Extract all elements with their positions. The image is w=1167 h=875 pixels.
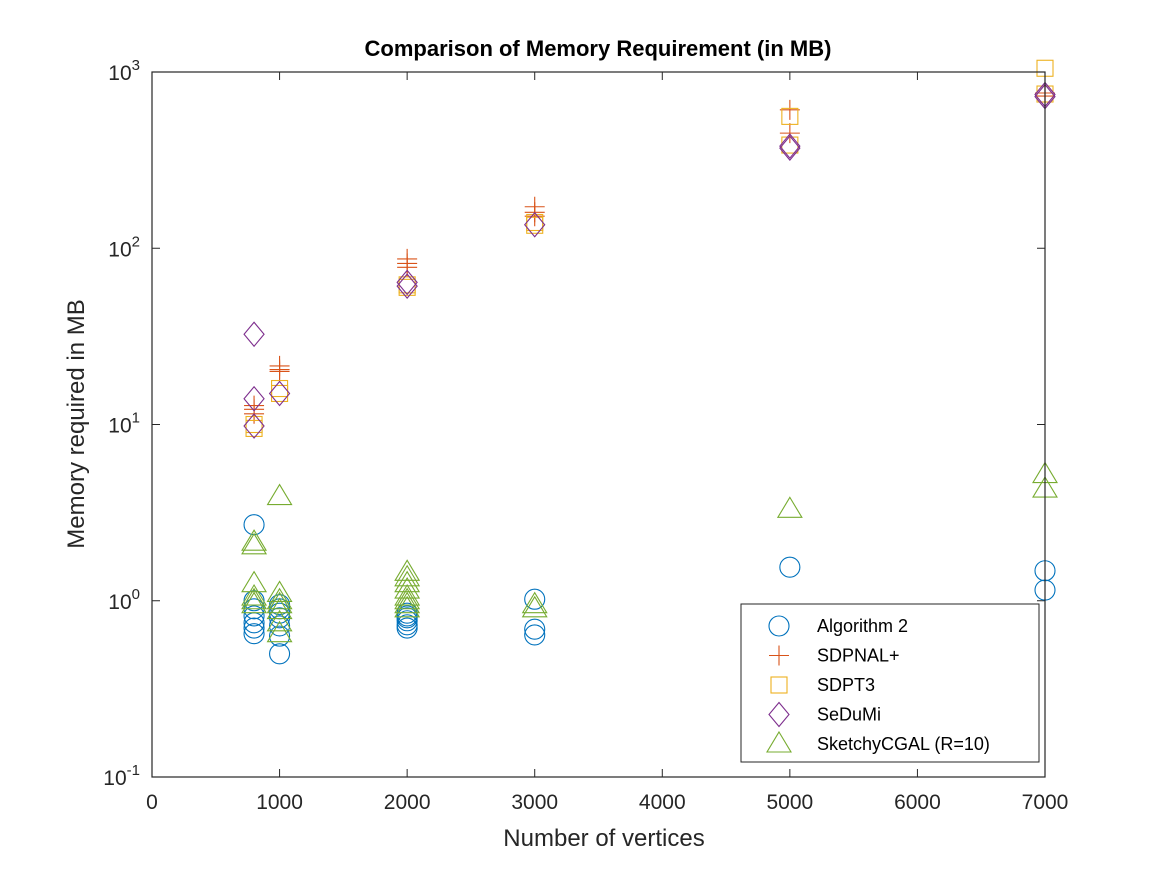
data-point-sketchycgal-r-10 xyxy=(266,483,293,506)
data-point-sketchycgal-r-10 xyxy=(394,595,421,618)
legend-box xyxy=(740,603,1040,763)
legend: Algorithm 2 SDPNAL+ SDPT3 SeDuMi SketchyCGAL… xyxy=(740,603,1040,763)
y-tick-label: 10-1 xyxy=(103,762,140,790)
data-point-sketchycgal-r-10 xyxy=(266,580,293,603)
y-axis-label: Memory required in MB xyxy=(63,299,90,548)
chart-title: Comparison of Memory Requirement (in MB) xyxy=(365,36,832,61)
series-algorithm-2 xyxy=(243,514,1056,665)
data-point-sedumi xyxy=(779,135,801,161)
data-point-algorithm-2 xyxy=(524,588,546,610)
data-point-sketchycgal-r-10 xyxy=(266,620,293,643)
data-point-sedumi xyxy=(396,273,418,299)
data-point-sdpt3 xyxy=(781,107,799,125)
legend-marker xyxy=(766,730,792,753)
data-point-algorithm-2 xyxy=(269,643,291,665)
legend-marker xyxy=(768,701,790,728)
data-point-sketchycgal-r-10 xyxy=(241,532,268,555)
data-point-sdpnal xyxy=(269,361,290,382)
data-point-algorithm-2 xyxy=(524,624,546,646)
data-point-sedumi xyxy=(396,269,418,296)
data-point-sketchycgal-r-10 xyxy=(266,597,293,620)
y-tick-base: 10 xyxy=(108,591,131,614)
data-point-sketchycgal-r-10 xyxy=(394,591,421,614)
y-tick-label: 103 xyxy=(108,57,140,85)
data-point-algorithm-2 xyxy=(779,556,801,578)
legend-marker xyxy=(769,645,789,666)
y-tick-base: 10 xyxy=(108,238,131,261)
x-tick-label: 0 xyxy=(146,791,158,814)
data-point-sdpt3 xyxy=(271,384,289,403)
data-point-sdpnal xyxy=(779,99,800,120)
legend-label: SketchyCGAL (R=10) xyxy=(817,734,990,754)
legend-label: SDPNAL+ xyxy=(817,646,900,666)
data-point-algorithm-2 xyxy=(524,618,546,640)
data-point-algorithm-2 xyxy=(396,617,418,639)
data-point-sketchycgal-r-10 xyxy=(241,587,268,610)
axis-ticks: 0 1000 2000 3000 4000 5000 6000 700010-11001011… xyxy=(103,57,1068,814)
data-point-sketchycgal-r-10 xyxy=(394,559,421,581)
data-point-sedumi xyxy=(243,385,265,412)
legend-marker xyxy=(770,676,788,694)
x-tick-label: 5000 xyxy=(766,791,813,814)
y-tick-exponent: 3 xyxy=(132,57,140,74)
data-point-sketchycgal-r-10 xyxy=(521,591,548,614)
data-point-sdpt3 xyxy=(398,278,416,296)
data-point-sdpnal xyxy=(524,206,545,227)
y-tick-exponent: 0 xyxy=(132,586,140,603)
x-tick-label: 1000 xyxy=(256,791,303,814)
data-point-algorithm-2 xyxy=(243,605,265,627)
legend-label: Algorithm 2 xyxy=(817,616,908,636)
data-point-sdpt3 xyxy=(526,216,544,234)
data-point-algorithm-2 xyxy=(243,617,265,639)
data-point-algorithm-2 xyxy=(396,610,418,632)
data-point-sketchycgal-r-10 xyxy=(394,583,421,606)
data-point-sdpnal xyxy=(779,123,800,144)
x-axis-label: Number of vertices xyxy=(503,825,704,852)
data-point-algorithm-2 xyxy=(269,615,291,637)
x-tick-label: 7000 xyxy=(1022,791,1069,814)
data-point-algorithm-2 xyxy=(243,623,265,645)
x-tick-label: 4000 xyxy=(639,791,686,814)
data-point-sketchycgal-r-10 xyxy=(394,587,421,610)
y-tick-base: 10 xyxy=(108,415,131,438)
data-point-algorithm-2 xyxy=(269,607,291,629)
legend-label: SeDuMi xyxy=(817,705,881,725)
x-tick-label: 6000 xyxy=(894,791,941,814)
data-point-sketchycgal-r-10 xyxy=(394,576,421,599)
y-tick-label: 100 xyxy=(108,586,140,614)
y-tick-exponent: -1 xyxy=(127,762,140,779)
data-point-sketchycgal-r-10 xyxy=(266,587,293,610)
y-tick-exponent: 2 xyxy=(132,233,140,250)
y-tick-base: 10 xyxy=(108,62,131,85)
y-tick-label: 102 xyxy=(108,233,140,261)
series-sedumi xyxy=(243,81,1056,439)
data-point-algorithm-2 xyxy=(269,625,291,647)
x-tick-label: 2000 xyxy=(384,791,431,814)
plot-frame xyxy=(151,71,1046,778)
data-point-sketchycgal-r-10 xyxy=(521,595,548,618)
y-tick-label: 101 xyxy=(108,410,140,438)
data-point-sketchycgal-r-10 xyxy=(266,609,293,632)
data-marks xyxy=(241,59,1058,665)
legend-label: SDPT3 xyxy=(817,675,875,695)
series-sketchycgal-r-10 xyxy=(241,461,1058,643)
legend-marker xyxy=(768,615,790,637)
data-point-sedumi xyxy=(243,321,265,348)
data-point-sedumi xyxy=(523,211,546,238)
x-tick-label: 3000 xyxy=(511,791,558,814)
data-point-sketchycgal-r-10 xyxy=(266,591,293,614)
data-point-sketchycgal-r-10 xyxy=(241,591,268,614)
data-point-sedumi xyxy=(268,380,291,407)
data-point-sedumi xyxy=(779,133,801,159)
data-point-sedumi xyxy=(243,413,265,439)
data-point-sketchycgal-r-10 xyxy=(776,496,803,518)
y-tick-base: 10 xyxy=(103,767,126,790)
data-point-sketchycgal-r-10 xyxy=(241,529,268,551)
y-tick-exponent: 1 xyxy=(132,410,140,427)
data-point-sketchycgal-r-10 xyxy=(241,583,268,606)
